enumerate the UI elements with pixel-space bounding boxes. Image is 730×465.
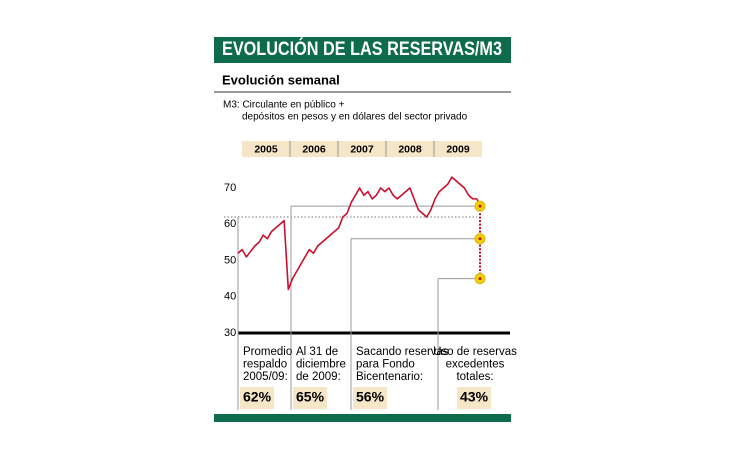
value-bg xyxy=(240,387,274,409)
year-band xyxy=(386,141,434,157)
subtitle: Evolución semanal xyxy=(222,72,340,87)
value-bg xyxy=(353,387,387,409)
year-band xyxy=(242,141,290,157)
note-text: Al 31 de xyxy=(296,346,338,358)
note-value: 56% xyxy=(356,389,385,405)
year-label: 2006 xyxy=(302,143,326,155)
note-value: 62% xyxy=(243,389,272,405)
y-tick-label: 70 xyxy=(224,182,236,194)
note-text: respaldo xyxy=(243,359,287,371)
note-text: totales: xyxy=(456,371,493,383)
value-bg xyxy=(293,387,327,409)
note-value: 43% xyxy=(460,389,489,405)
note-value: 65% xyxy=(296,389,325,405)
note-text: de 2009: xyxy=(296,371,341,383)
marker-dot xyxy=(478,277,482,281)
y-tick-label: 60 xyxy=(224,218,236,230)
chart-title: EVOLUCIÓN DE LAS RESERVAS/M3 xyxy=(222,38,502,60)
y-tick-label: 30 xyxy=(224,327,236,339)
note-text: Uso de reservas xyxy=(433,346,517,358)
note-text: diciembre xyxy=(296,359,346,371)
year-label: 2008 xyxy=(398,143,422,155)
note: M3: Circulante en público + xyxy=(223,100,345,111)
year-band xyxy=(290,141,338,157)
year-label: 2005 xyxy=(254,143,278,155)
note-text: excedentes xyxy=(446,359,505,371)
y-tick-label: 40 xyxy=(224,291,236,303)
year-band xyxy=(434,141,482,157)
y-tick-label: 50 xyxy=(224,254,236,266)
line xyxy=(237,176,477,291)
year-label: 2009 xyxy=(446,143,470,155)
note-text: Sacando reservas xyxy=(356,346,449,358)
value-bg xyxy=(457,387,491,409)
title-bar xyxy=(214,37,511,63)
marker-dot xyxy=(478,204,482,208)
note: depósitos en pesos y en dólares del sect… xyxy=(242,112,468,123)
marker-dot xyxy=(478,237,482,241)
note-text: Bicentenario: xyxy=(356,371,423,383)
note-text: Promedio xyxy=(243,346,292,358)
footer-bar xyxy=(214,414,511,422)
note-text: para Fondo xyxy=(356,359,415,371)
note-text: 2005/09: xyxy=(243,371,288,383)
year-label: 2007 xyxy=(350,143,374,155)
year-band xyxy=(338,141,386,157)
